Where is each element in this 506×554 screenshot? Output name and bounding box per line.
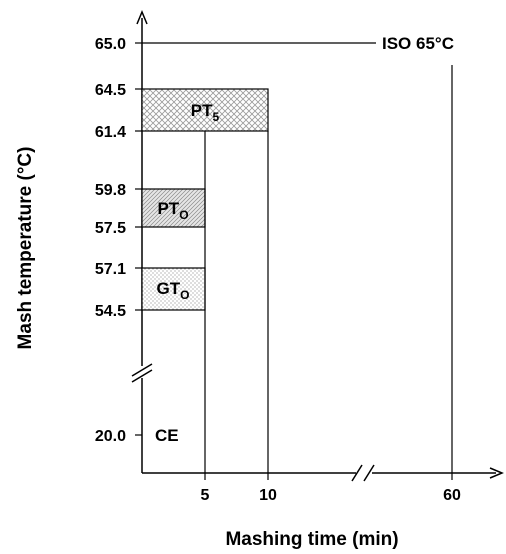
region-pt5 bbox=[141, 88, 269, 132]
region-label-pto: PTO bbox=[157, 199, 188, 222]
region-label-gto: GTO bbox=[157, 279, 190, 302]
y-axis-break-mark-2 bbox=[131, 369, 153, 383]
region-label-sub: O bbox=[179, 208, 188, 222]
x-axis-arrowhead bbox=[489, 467, 504, 479]
region-label-pt5: PT5 bbox=[191, 101, 220, 124]
y-tick-label: 20.0 bbox=[95, 428, 126, 445]
iso-label: ISO 65°C bbox=[382, 34, 454, 53]
y-tick-label: 59.8 bbox=[95, 182, 126, 199]
x-axis-title: Mashing time (min) bbox=[225, 529, 398, 550]
axes bbox=[131, 10, 504, 482]
y-tick-label: 57.5 bbox=[95, 220, 126, 237]
region-label-sub: 5 bbox=[213, 110, 220, 124]
x-axis-break-mark-2 bbox=[363, 464, 375, 482]
iso-annotation: ISO 65°C bbox=[142, 34, 454, 53]
x-ticks: 5 10 60 bbox=[201, 473, 461, 504]
x-tick-label: 10 bbox=[259, 487, 277, 504]
y-tick-label: 64.5 bbox=[95, 82, 126, 99]
region-label-sub: O bbox=[180, 288, 189, 302]
x-tick-label: 5 bbox=[201, 487, 210, 504]
region-gto bbox=[141, 267, 206, 311]
duration-lines bbox=[204, 65, 453, 473]
y-tick-label: 65.0 bbox=[95, 36, 126, 53]
y-tick-label: 54.5 bbox=[95, 303, 126, 320]
region-label-main: PT bbox=[191, 101, 213, 120]
ce-annotation: CE bbox=[155, 426, 179, 445]
x-tick-label: 60 bbox=[443, 487, 461, 504]
y-tick-label: 61.4 bbox=[95, 124, 126, 141]
y-axis-break-mark-1 bbox=[131, 363, 153, 377]
y-tick-label: 57.1 bbox=[95, 261, 126, 278]
y-axis-title: Mash temperature (°C) bbox=[15, 147, 36, 350]
regions bbox=[141, 88, 269, 311]
region-label-main: PT bbox=[157, 199, 179, 218]
ce-label: CE bbox=[155, 426, 179, 445]
y-axis-arrowhead bbox=[136, 10, 148, 25]
region-label-main: GT bbox=[157, 279, 181, 298]
x-axis-break-mark-1 bbox=[351, 464, 363, 482]
region-labels: PT5 PTO GTO bbox=[157, 101, 220, 302]
y-ticks: 65.0 64.5 61.4 59.8 57.5 57.1 54.5 20.0 bbox=[95, 36, 142, 445]
